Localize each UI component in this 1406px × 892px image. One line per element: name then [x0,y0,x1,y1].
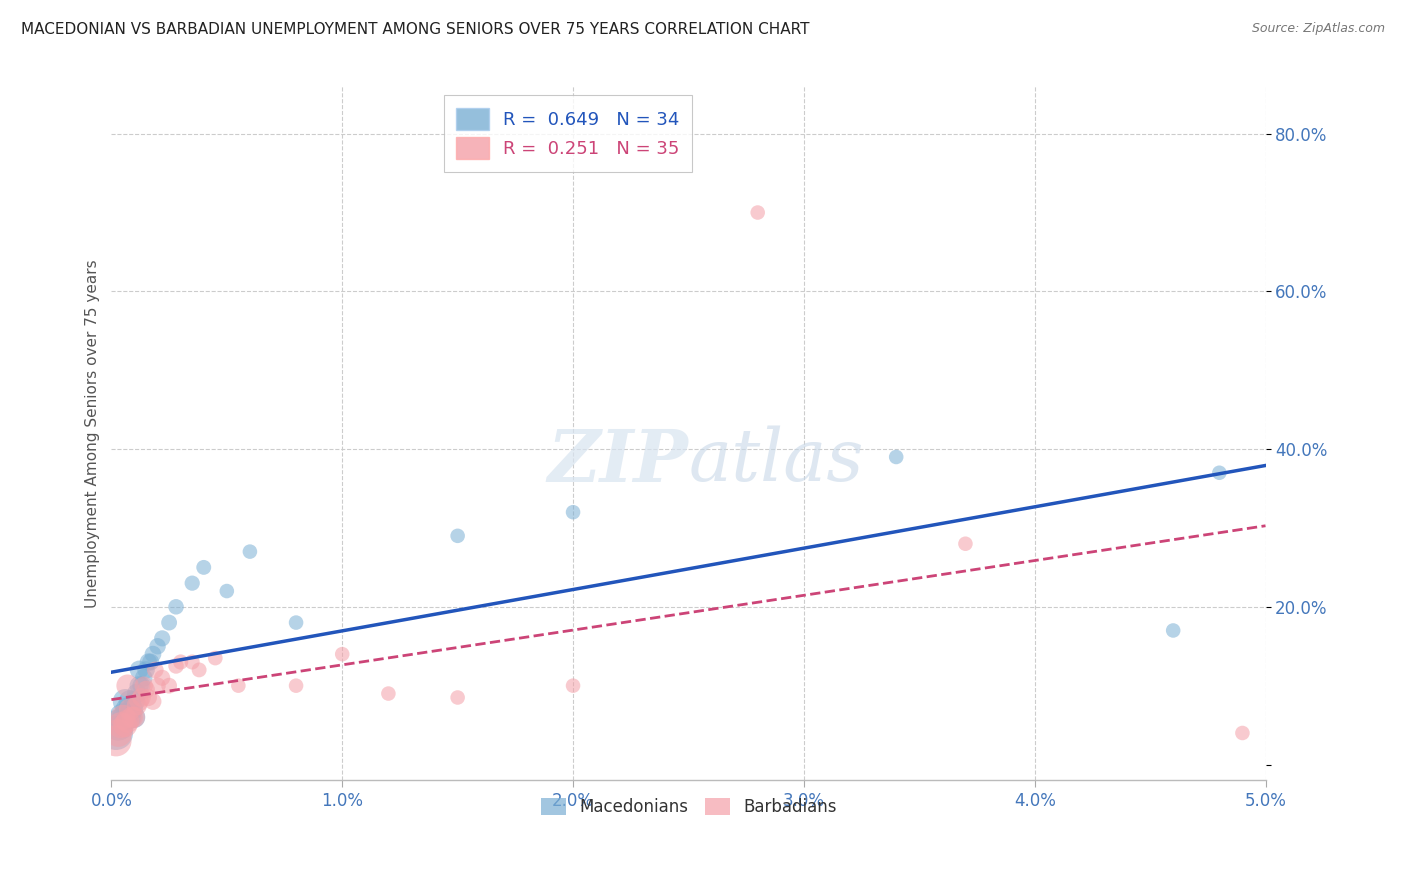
Point [107,718,129,732]
Point [114,710,136,724]
Point [157,615,180,630]
Point [128,679,150,693]
Point [105,734,128,748]
Text: ZIP: ZIP [547,425,689,497]
Point [124,710,146,724]
Point [562,679,585,693]
Point [446,529,468,543]
Point [285,679,308,693]
Point [884,450,907,464]
Point [110,718,132,732]
Point [1161,624,1184,638]
Point [188,663,211,677]
Text: Source: ZipAtlas.com: Source: ZipAtlas.com [1251,22,1385,36]
Point [114,718,136,732]
Point [377,687,399,701]
Point [146,679,169,693]
Point [138,655,160,669]
Point [562,505,585,519]
Point [124,694,146,708]
Point [142,694,165,708]
Point [215,584,238,599]
Point [150,632,173,646]
Text: atlas: atlas [689,425,863,496]
Point [131,690,153,705]
Point [121,702,143,716]
Point [747,205,769,219]
Point [111,710,134,724]
Point [121,710,143,724]
Point [114,694,136,708]
Point [330,647,353,661]
Point [107,726,129,740]
Point [150,671,173,685]
Point [135,682,157,697]
Point [132,679,155,693]
Point [204,651,226,665]
Point [165,659,187,673]
Point [193,560,215,574]
Point [125,698,148,713]
Text: MACEDONIAN VS BARBADIAN UNEMPLOYMENT AMONG SENIORS OVER 75 YEARS CORRELATION CHA: MACEDONIAN VS BARBADIAN UNEMPLOYMENT AMO… [21,22,810,37]
Y-axis label: Unemployment Among Seniors over 75 years: Unemployment Among Seniors over 75 years [86,259,100,607]
Point [138,690,160,705]
Point [228,679,250,693]
Point [105,726,128,740]
Point [135,663,157,677]
Point [142,647,165,661]
Point [131,679,153,693]
Point [446,690,468,705]
Point [117,714,139,728]
Point [146,639,169,653]
Point [165,599,187,614]
Point [239,544,262,558]
Legend: Macedonians, Barbadians: Macedonians, Barbadians [533,789,845,824]
Point [181,655,204,669]
Point [125,687,148,701]
Point [117,679,139,693]
Point [285,615,308,630]
Point [128,694,150,708]
Point [118,702,141,716]
Point [955,537,977,551]
Point [157,679,180,693]
Point [143,663,166,677]
Point [132,671,155,685]
Point [118,694,141,708]
Point [128,663,150,677]
Point [118,710,141,724]
Point [117,702,139,716]
Point [111,710,134,724]
Point [169,655,191,669]
Point [139,655,162,669]
Point [124,710,146,724]
Point [1232,726,1254,740]
Point [1208,466,1230,480]
Point [181,576,204,591]
